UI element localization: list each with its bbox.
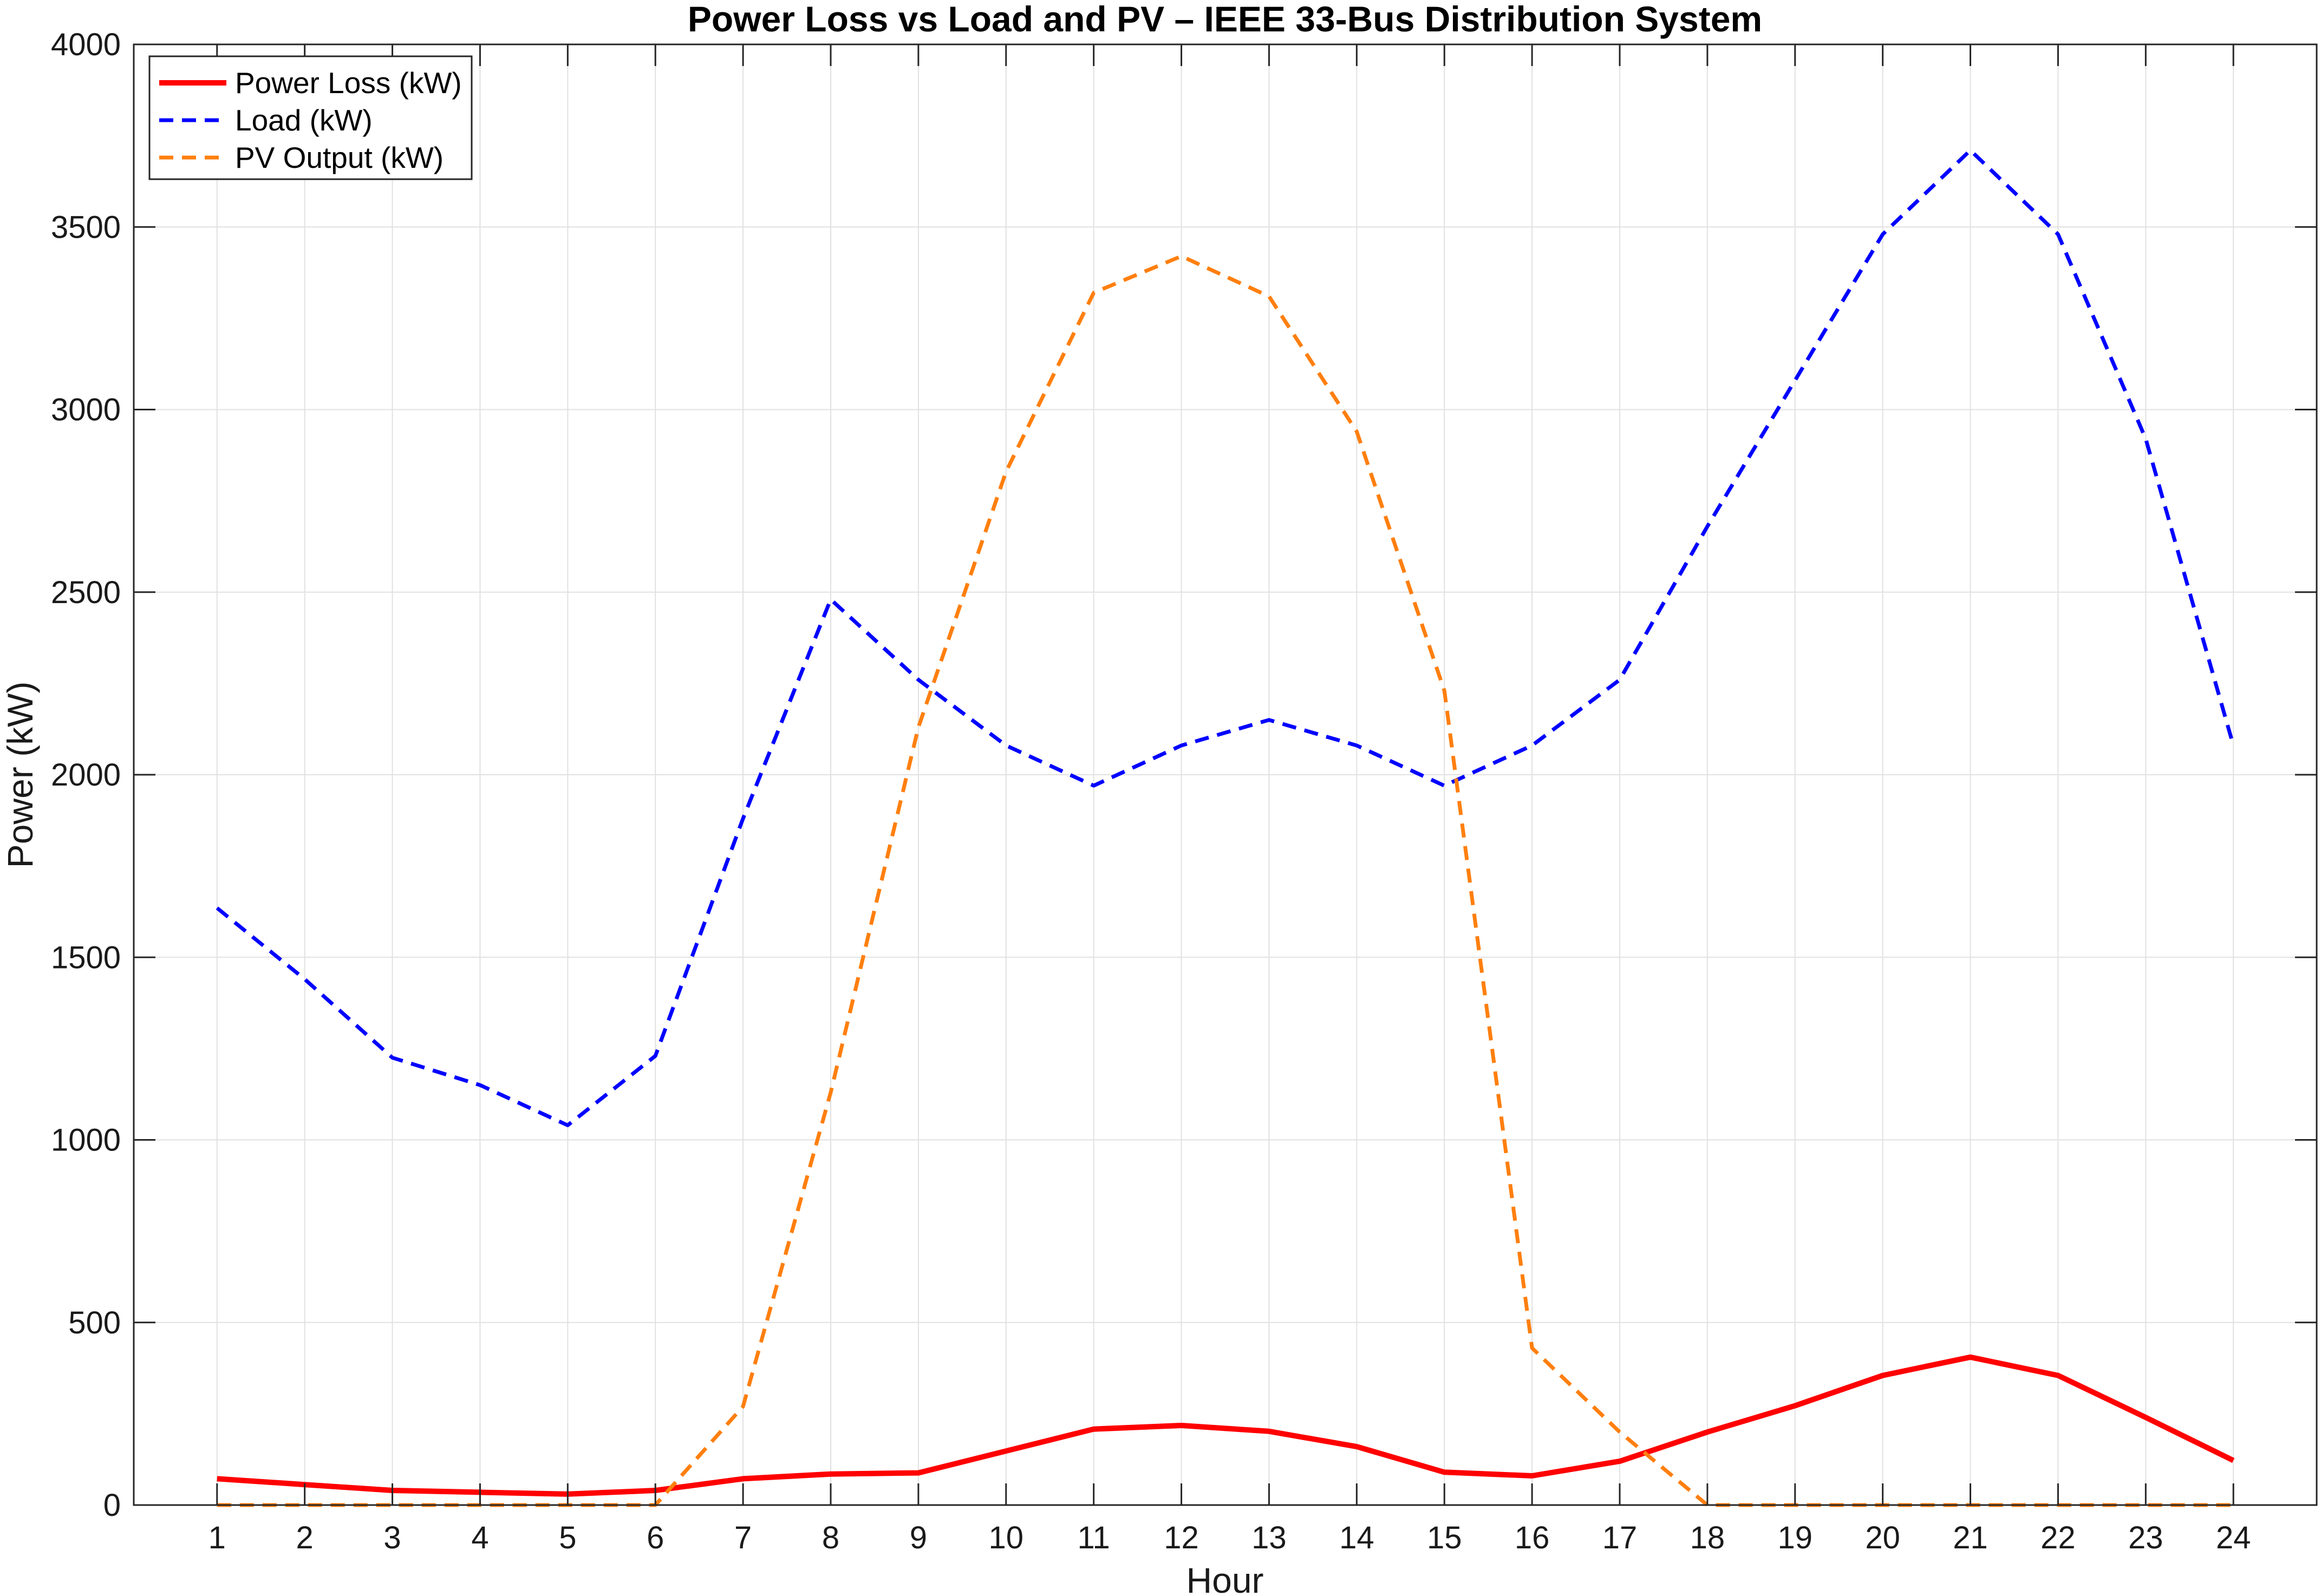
y-axis-label: Power (kW) [0,682,40,868]
series-line-power-loss [217,1354,2235,1497]
x-tick-label: 4 [471,1520,488,1555]
x-tick-label: 18 [1690,1520,1725,1555]
x-tick-label: 9 [910,1520,927,1555]
x-tick-label: 7 [734,1520,752,1555]
chart-title: Power Loss vs Load and PV – IEEE 33-Bus … [688,0,1762,39]
x-tick-label: 1 [208,1520,226,1555]
x-tick-label: 20 [1865,1520,1900,1555]
legend-box [148,55,473,180]
y-tick-label: 0 [103,1488,121,1523]
y-tick-label: 500 [68,1305,121,1340]
y-tick-label: 2000 [51,757,121,793]
x-tick-label: 16 [1515,1520,1550,1555]
x-tick-label: 14 [1339,1520,1374,1555]
x-tick-label: 11 [1078,1520,1110,1555]
x-tick-label: 15 [1427,1520,1462,1555]
x-tick-label: 5 [559,1520,576,1555]
x-tick-label: 2 [296,1520,314,1555]
x-tick-label: 8 [822,1520,839,1555]
x-tick-label: 17 [1602,1520,1638,1555]
legend-label-pv-output: PV Output (kW) [235,141,444,174]
x-axis-label: Hour [1186,1560,1263,1596]
series-lines [216,148,2235,1507]
series-line-load [216,148,2235,1127]
x-tick-label: 12 [1164,1520,1199,1555]
x-tick-label: 21 [1953,1520,1988,1555]
x-tick-label: 3 [383,1520,401,1555]
tick-labels: 1 2 3 4 5 6 7 8 9 10 11 12 13 14 15 16 17 18 19 20 21 22 23 240… [51,27,2251,1555]
legend-label-power-loss: Power Loss (kW) [235,66,462,100]
axis-ticks [134,43,2317,1506]
x-tick-label: 10 [989,1520,1024,1555]
legend-label-load: Load (kW) [235,103,373,137]
x-tick-label: 13 [1251,1520,1287,1555]
x-tick-label: 19 [1778,1520,1813,1555]
x-tick-label: 23 [2128,1520,2163,1555]
x-tick-label: 6 [647,1520,664,1555]
y-tick-label: 2500 [51,575,121,610]
y-tick-label: 1500 [51,940,121,975]
legend: Power Loss (kW) Load (kW) PV Output (kW) [148,55,473,180]
y-tick-label: 4000 [51,27,121,62]
y-tick-label: 3000 [51,393,121,428]
x-tick-label: 24 [2216,1520,2251,1555]
x-tick-label: 22 [2040,1520,2076,1555]
y-tick-label: 1000 [51,1123,121,1158]
y-tick-label: 3500 [51,210,121,245]
